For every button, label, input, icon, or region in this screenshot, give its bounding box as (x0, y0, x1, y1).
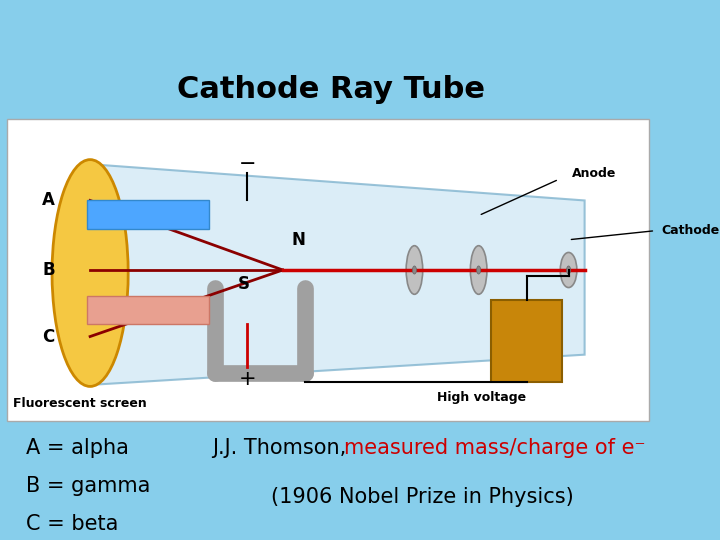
Text: N: N (292, 231, 306, 249)
Bar (87, 200, 209, 229)
Ellipse shape (470, 246, 487, 294)
Text: A = alpha: A = alpha (27, 438, 130, 458)
Text: Fluorescent screen: Fluorescent screen (13, 396, 147, 409)
Text: B: B (42, 261, 55, 279)
Text: Cathode: Cathode (662, 224, 720, 237)
Text: C: C (42, 328, 55, 346)
Bar (87, 296, 209, 325)
Text: Cathode Ray Tube: Cathode Ray Tube (177, 75, 485, 104)
Text: C = beta: C = beta (27, 514, 119, 534)
Text: High voltage: High voltage (437, 391, 526, 404)
Bar (6, 119, 649, 421)
Ellipse shape (52, 160, 128, 387)
Text: S: S (238, 275, 251, 293)
Text: J.J. Thomson,: J.J. Thomson, (212, 438, 353, 458)
Ellipse shape (477, 266, 481, 274)
Text: A: A (42, 192, 55, 210)
Text: Anode: Anode (572, 167, 616, 180)
Text: (1906 Nobel Prize in Physics): (1906 Nobel Prize in Physics) (271, 487, 575, 507)
Ellipse shape (413, 266, 416, 274)
Text: measured mass/charge of e⁻: measured mass/charge of e⁻ (344, 438, 646, 458)
Ellipse shape (560, 252, 577, 287)
Text: −: − (239, 154, 256, 174)
Bar (492, 300, 562, 382)
Text: +: + (238, 369, 256, 389)
Polygon shape (90, 164, 585, 385)
Ellipse shape (406, 246, 423, 294)
Ellipse shape (567, 266, 570, 274)
Text: B = gamma: B = gamma (27, 476, 151, 496)
